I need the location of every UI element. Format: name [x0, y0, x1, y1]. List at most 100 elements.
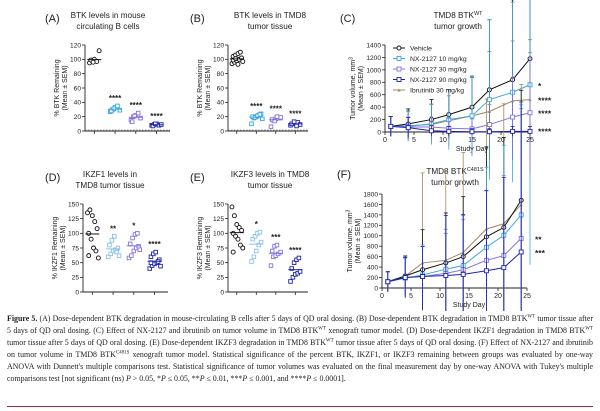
y-axis-label: (Mean ± SEM) — [62, 65, 69, 110]
significance-label: **** — [109, 94, 122, 103]
data-point — [135, 110, 141, 116]
series-line — [390, 58, 531, 127]
data-point — [278, 115, 283, 120]
caption-text: ≤ 0.05, ** — [165, 373, 200, 383]
data-point — [86, 230, 92, 236]
data-point — [114, 249, 119, 255]
significance-label: **** — [538, 96, 552, 106]
data-point — [501, 265, 507, 271]
data-point — [148, 254, 154, 260]
panel-label: (A) — [45, 13, 60, 25]
data-point — [235, 61, 241, 67]
chart-title: tumor tissue — [248, 22, 293, 31]
y-axis-label-superscript: 3 — [349, 57, 355, 60]
y-tick-label: 1200 — [366, 55, 381, 62]
panel-label: (E) — [190, 172, 205, 184]
significance-label: * — [538, 81, 542, 91]
data-point — [94, 226, 100, 232]
y-axis-label: Tumor volume, mm3 — [346, 209, 355, 272]
data-point — [153, 121, 158, 127]
y-axis-label: % IKZF3 Remaining — [197, 217, 204, 280]
data-point — [147, 266, 152, 271]
data-point — [402, 275, 408, 281]
y-axis-label: (Mean ± SEM) — [60, 225, 67, 270]
y-tick-label: 50 — [217, 260, 225, 267]
caption-superscript: WT — [527, 314, 536, 320]
panel-d: (D) IKZF1 levels in TMD8 tumor tissue % IKZ… — [45, 170, 168, 296]
y-tick-label: 150 — [68, 201, 79, 208]
data-point — [135, 231, 140, 236]
x-tick-label: 20 — [494, 293, 502, 300]
data-point — [117, 107, 123, 113]
data-point — [460, 271, 466, 277]
significance-label: *** — [535, 248, 546, 258]
caption-text: P — [199, 373, 205, 383]
y-tick-label: 0 — [77, 128, 81, 135]
chart-title: TMD8 tumor tissue — [75, 181, 145, 190]
data-point — [87, 207, 93, 213]
y-tick-label: 1400 — [366, 42, 381, 49]
caption-text: P — [160, 373, 166, 383]
significance-label: ** — [535, 234, 542, 244]
y-tick-label: 0 — [220, 289, 224, 296]
data-point — [469, 113, 475, 119]
caption-text: xenograft tumor model. Statistical signi… — [7, 349, 593, 383]
legend-marker — [396, 45, 402, 51]
y-tick-label: 200 — [367, 275, 378, 282]
y-tick-label: 125 — [213, 216, 224, 223]
y-tick-label: 100 — [70, 57, 81, 64]
data-point — [269, 248, 275, 254]
y-tick-label: 60 — [217, 85, 225, 92]
y-tick-label: 100 — [213, 57, 224, 64]
data-point — [428, 128, 434, 134]
x-tick-label: 10 — [439, 137, 447, 144]
series-line — [390, 125, 530, 133]
y-tick-label: 125 — [68, 216, 79, 223]
data-point — [237, 49, 243, 55]
data-point — [443, 273, 449, 278]
data-point — [254, 248, 259, 254]
x-tick-label: 10 — [436, 293, 444, 300]
y-axis-label: Tumor volume, mm3 — [349, 57, 358, 120]
legend-label: Vehicle — [410, 46, 432, 53]
data-point — [486, 122, 492, 127]
data-point — [240, 59, 246, 64]
data-point — [291, 119, 297, 124]
y-axis-label: % BTK Remaining — [54, 59, 61, 116]
data-point — [92, 219, 98, 225]
data-point — [115, 103, 120, 109]
data-point — [112, 234, 117, 239]
y-axis-label: (Mean ± SEM) — [358, 66, 365, 111]
data-point — [115, 245, 121, 251]
panel-e: (E) IKZF3 levels in TMD8 tumor tissue % IKZ… — [190, 170, 310, 296]
data-point — [93, 248, 99, 254]
caption-superscript: WT — [585, 326, 593, 332]
caption-divider — [7, 406, 593, 407]
y-tick-label: 1000 — [363, 233, 378, 240]
panel-a: (A) BTK levels in mouse circulating B cell… — [45, 11, 170, 135]
data-point — [109, 238, 115, 243]
data-point — [235, 236, 241, 242]
caption-superscript: WT — [325, 338, 334, 344]
data-point — [88, 236, 94, 242]
y-tick-label: 80 — [217, 71, 225, 78]
legend-label: NX-2127 30 mg/kg — [410, 67, 467, 74]
y-tick-label: 0 — [377, 129, 381, 136]
chart-title: circulating B cells — [76, 22, 139, 31]
data-point — [90, 59, 96, 65]
y-tick-label: 100 — [213, 231, 224, 238]
data-point — [231, 213, 237, 219]
data-point — [127, 241, 133, 247]
data-point — [89, 213, 95, 219]
caption-text: tumor tissue after 5 days of QD oral dos… — [7, 314, 593, 335]
data-point — [296, 255, 302, 261]
y-tick-label: 1000 — [366, 67, 381, 74]
series-nx90 — [388, 116, 533, 138]
series-nx10 — [385, 104, 524, 311]
significance-label: * — [255, 220, 259, 229]
data-point — [251, 254, 257, 260]
y-tick-label: 600 — [370, 92, 381, 99]
caption-text: xenograft tumor model. (D) Dose-dependen… — [325, 325, 586, 335]
series-line — [387, 199, 522, 283]
data-point — [256, 242, 261, 248]
